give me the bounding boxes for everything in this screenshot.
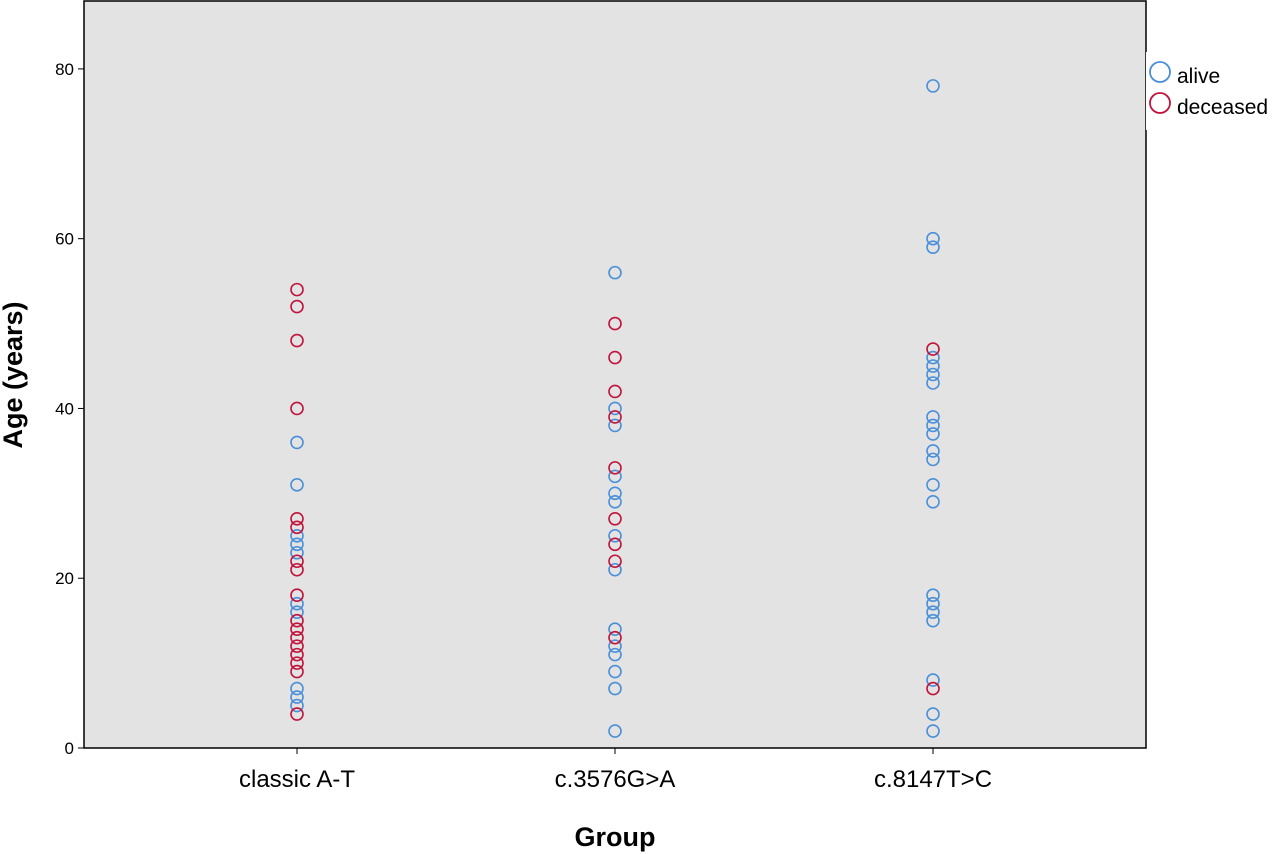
data-point-deceased bbox=[290, 282, 304, 297]
data-point-alive bbox=[926, 231, 940, 246]
data-point-deceased bbox=[608, 537, 622, 552]
data-point-alive bbox=[926, 478, 940, 492]
data-point-deceased bbox=[290, 588, 304, 603]
y-tick-label: 20 bbox=[55, 569, 74, 588]
data-point-alive bbox=[608, 495, 622, 509]
data-point-deceased bbox=[290, 299, 304, 314]
data-point-alive bbox=[608, 418, 622, 433]
data-point-alive bbox=[290, 605, 304, 619]
data-point-alive bbox=[608, 401, 622, 416]
data-point-alive bbox=[926, 418, 940, 433]
y-tick-label: 80 bbox=[55, 60, 74, 79]
data-point-alive bbox=[608, 265, 622, 280]
data-point-deceased bbox=[290, 333, 304, 348]
data-point-alive bbox=[608, 528, 622, 543]
x-category-label: c.8147T>C bbox=[874, 766, 992, 793]
data-point-deceased bbox=[290, 562, 304, 577]
data-point-alive bbox=[926, 452, 940, 467]
data-point-deceased bbox=[290, 512, 304, 526]
data-point-deceased bbox=[290, 401, 304, 416]
data-point-alive bbox=[290, 545, 304, 560]
data-point-deceased bbox=[608, 316, 622, 331]
data-point-deceased bbox=[290, 647, 304, 662]
data-point-alive bbox=[608, 486, 622, 501]
x-category-label: classic A-T bbox=[239, 766, 355, 793]
data-point-alive bbox=[926, 240, 940, 254]
x-axis-ticks: classic A-T c.3576G>A c.8147T>C bbox=[239, 748, 992, 793]
x-category-label: c.3576G>A bbox=[555, 766, 676, 793]
data-point-deceased bbox=[290, 630, 304, 645]
legend-marker-alive bbox=[1149, 61, 1171, 83]
data-point-alive bbox=[926, 605, 940, 619]
data-point-alive bbox=[926, 427, 940, 441]
data-point-deceased bbox=[608, 630, 622, 645]
data-point-alive bbox=[608, 681, 622, 696]
data-point-alive bbox=[926, 376, 940, 390]
y-tick-label: 60 bbox=[55, 230, 74, 249]
data-point-alive bbox=[926, 613, 940, 628]
data-point-alive bbox=[926, 367, 940, 382]
data-point-deceased bbox=[290, 639, 304, 653]
legend: alive deceased bbox=[1146, 52, 1280, 130]
data-point-deceased bbox=[290, 554, 304, 569]
data-point-alive bbox=[290, 596, 304, 611]
data-point-alive bbox=[926, 79, 940, 93]
data-point-alive bbox=[608, 647, 622, 662]
data-point-alive bbox=[608, 469, 622, 484]
data-point-alive bbox=[290, 537, 304, 552]
data-point-alive bbox=[926, 359, 940, 373]
data-point-deceased bbox=[608, 350, 622, 365]
data-point-deceased bbox=[290, 664, 304, 679]
data-point-deceased bbox=[608, 461, 622, 475]
data-point-alive bbox=[926, 673, 940, 687]
data-point-deceased bbox=[290, 613, 304, 628]
data-point-alive bbox=[926, 596, 940, 611]
data-point-deceased bbox=[290, 656, 304, 670]
data-point-deceased bbox=[608, 384, 622, 399]
data-point-alive bbox=[290, 698, 304, 713]
data-point-deceased bbox=[608, 512, 622, 526]
data-point-deceased bbox=[926, 342, 940, 356]
data-point-alive bbox=[926, 707, 940, 721]
data-point-alive bbox=[290, 528, 304, 543]
data-point-alive bbox=[926, 410, 940, 424]
data-point-alive bbox=[608, 562, 622, 577]
data-point-alive bbox=[926, 495, 940, 509]
legend-marker-deceased bbox=[1149, 92, 1171, 114]
y-tick-label: 0 bbox=[65, 739, 74, 758]
legend-label-deceased: deceased bbox=[1177, 96, 1268, 119]
y-axis-ticks: 0 20 40 60 80 bbox=[55, 60, 84, 758]
data-point-alive bbox=[608, 664, 622, 679]
data-point-alive bbox=[290, 435, 304, 450]
data-point-alive bbox=[926, 444, 940, 458]
data-points bbox=[290, 79, 940, 738]
x-axis-title: Group bbox=[575, 822, 656, 852]
y-tick-label: 40 bbox=[55, 399, 74, 418]
data-point-alive bbox=[926, 588, 940, 603]
data-point-alive bbox=[290, 681, 304, 696]
data-point-alive bbox=[926, 350, 940, 365]
data-point-deceased bbox=[608, 410, 622, 424]
data-point-deceased bbox=[290, 622, 304, 636]
data-point-alive bbox=[608, 639, 622, 653]
data-point-alive bbox=[608, 622, 622, 636]
data-point-deceased bbox=[926, 681, 940, 696]
legend-label-alive: alive bbox=[1177, 65, 1220, 88]
data-point-deceased bbox=[290, 707, 304, 721]
data-point-alive bbox=[290, 478, 304, 492]
data-point-alive bbox=[290, 690, 304, 704]
data-point-deceased bbox=[290, 520, 304, 535]
data-point-deceased bbox=[608, 554, 622, 569]
y-axis-title: Age (years) bbox=[0, 301, 28, 448]
data-point-alive bbox=[608, 724, 622, 738]
data-point-alive bbox=[926, 724, 940, 738]
